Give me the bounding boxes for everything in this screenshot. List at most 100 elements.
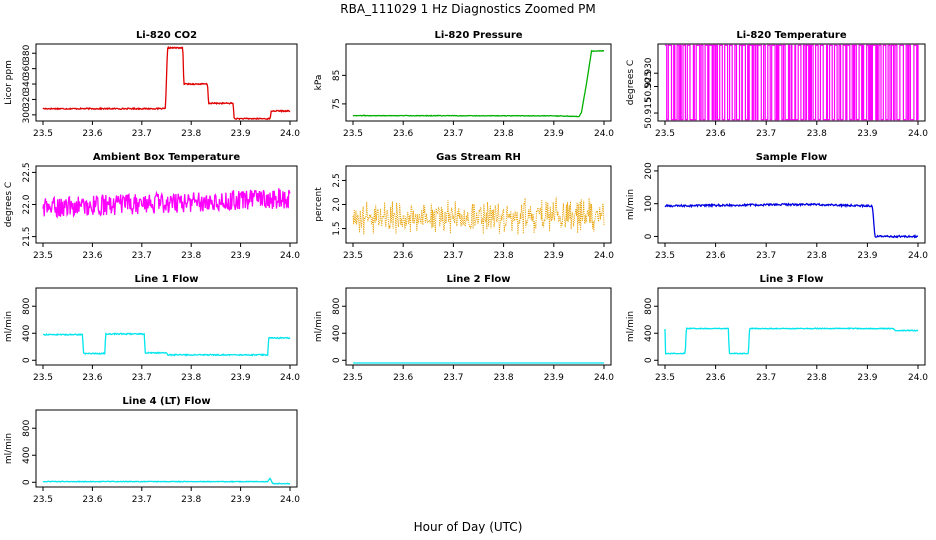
panel-2: Li-820 Pressure kPa 23.5 23.6 23.7 23.8 23.9 24… <box>314 30 614 139</box>
x-tick-label: 23.8 <box>181 373 201 383</box>
y-tick-label: 85 <box>332 70 342 81</box>
panel-7: Line 1 Flow ml/min 23.5 23.6 23.7 23.8 23.9 24.… <box>4 274 300 383</box>
y-tick-label: 380 <box>22 44 32 61</box>
y-tick-label: 800 <box>332 297 342 314</box>
y-tick-label: 0 <box>22 479 32 485</box>
x-tick-label: 24.0 <box>280 129 300 139</box>
y-tick-label: 50.915 <box>644 97 654 129</box>
x-tick-label: 23.6 <box>706 129 726 139</box>
y-tick-label: 22.0 <box>22 194 32 214</box>
x-tick-label: 23.6 <box>82 373 102 383</box>
x-tick-label: 23.9 <box>857 373 877 383</box>
y-tick-label: 320 <box>22 91 32 108</box>
panel-8: Line 2 Flow ml/min 23.5 23.6 23.7 23.8 23.9 24.… <box>314 274 614 383</box>
y-tick-label: 800 <box>22 297 32 314</box>
panel-title: Li-820 Temperature <box>736 30 846 41</box>
x-tick-label: 23.9 <box>231 495 251 505</box>
y-tick-label: 0 <box>644 233 654 239</box>
y-tick-label: 340 <box>22 75 32 92</box>
y-axis-label: ml/min <box>626 311 636 342</box>
panel-1: Li-820 CO2 Licor ppm 23.5 23.6 23.7 23.8 23.9 2… <box>4 30 300 139</box>
x-tick-label: 24.0 <box>594 373 614 383</box>
y-axis-label: ml/min <box>4 311 14 342</box>
x-tick-label: 23.6 <box>82 495 102 505</box>
plot-frame <box>657 165 926 244</box>
x-tick-label: 23.8 <box>181 251 201 261</box>
panel-3: Li-820 Temperature degrees C 23.5 23.6 23.7 2… <box>626 30 928 139</box>
panel-6: Sample Flow ml/min 23.5 23.6 23.7 23.8 23.9 24.… <box>626 152 928 261</box>
y-tick-label: 21.5 <box>22 227 32 247</box>
x-tick-label: 23.6 <box>706 373 726 383</box>
x-tick-label: 23.9 <box>857 251 877 261</box>
x-tick-label: 23.8 <box>494 129 514 139</box>
x-tick-label: 23.5 <box>343 373 363 383</box>
y-tick-label: 800 <box>644 297 654 314</box>
x-tick-label: 24.0 <box>908 251 928 261</box>
x-tick-label: 23.9 <box>231 129 251 139</box>
x-tick-label: 23.9 <box>857 129 877 139</box>
panel-title: Sample Flow <box>756 152 828 163</box>
x-tick-label: 24.0 <box>280 251 300 261</box>
x-tick-label: 23.8 <box>807 129 827 139</box>
x-tick-label: 23.5 <box>33 495 53 505</box>
y-tick-label: 2.5 <box>332 173 342 187</box>
series-line <box>42 332 291 357</box>
y-tick-label: 300 <box>22 106 32 123</box>
x-tick-label: 23.7 <box>443 251 463 261</box>
x-tick-label: 23.7 <box>132 129 152 139</box>
plot-frame <box>345 165 612 244</box>
x-tick-label: 23.5 <box>33 129 53 139</box>
series-line <box>665 44 919 121</box>
plot-frame <box>345 43 612 122</box>
y-tick-label: 75 <box>332 98 342 109</box>
x-tick-label: 23.9 <box>231 251 251 261</box>
series-points <box>352 196 605 235</box>
plot-frame <box>657 43 926 122</box>
x-tick-label: 23.5 <box>343 129 363 139</box>
x-tick-label: 24.0 <box>908 129 928 139</box>
x-tick-label: 23.7 <box>132 495 152 505</box>
series-line <box>664 327 919 355</box>
x-tick-label: 23.6 <box>706 251 726 261</box>
y-axis-label: ml/min <box>626 189 636 220</box>
x-tick-label: 23.8 <box>807 373 827 383</box>
y-tick-label: 400 <box>22 446 32 463</box>
x-tick-label: 23.9 <box>544 129 564 139</box>
series-line <box>352 49 604 118</box>
plot-frame <box>35 409 298 488</box>
y-tick-label: 400 <box>332 324 342 341</box>
x-tick-label: 23.9 <box>544 373 564 383</box>
x-tick-label: 23.9 <box>231 373 251 383</box>
panel-10: Line 4 (LT) Flow ml/min 23.5 23.6 23.7 23.8 23… <box>4 396 300 505</box>
x-tick-label: 23.8 <box>494 251 514 261</box>
x-tick-label: 23.5 <box>655 129 675 139</box>
y-axis-label: percent <box>314 187 324 222</box>
y-axis-label: degrees C <box>626 60 636 105</box>
x-tick-label: 23.7 <box>756 129 776 139</box>
y-tick-label: 0 <box>332 357 342 363</box>
y-tick-label: 360 <box>22 60 32 77</box>
panel-4: Ambient Box Temperature degrees C 23.5 23.6… <box>4 152 300 261</box>
panel-title: Line 3 Flow <box>760 274 824 285</box>
y-tick-label: 200 <box>644 162 654 179</box>
x-tick-label: 23.7 <box>132 251 152 261</box>
x-tick-label: 23.6 <box>393 373 413 383</box>
panel-5: Gas Stream RH percent 23.5 23.6 23.7 23.8 23.9… <box>314 152 614 261</box>
series-line <box>664 202 919 239</box>
panels: Li-820 CO2 Licor ppm 23.5 23.6 23.7 23.8 23.9 2… <box>4 30 928 505</box>
plot-frame <box>35 43 298 122</box>
figure-xlabel: Hour of Day (UTC) <box>414 520 523 534</box>
x-tick-label: 23.5 <box>33 373 53 383</box>
panel-title: Gas Stream RH <box>436 152 521 163</box>
x-tick-label: 23.8 <box>494 373 514 383</box>
panel-title: Line 1 Flow <box>135 274 199 285</box>
x-tick-label: 23.9 <box>544 251 564 261</box>
x-tick-label: 23.7 <box>756 251 776 261</box>
panel-title: Li-820 CO2 <box>136 30 197 41</box>
y-axis-label: degrees C <box>4 182 14 227</box>
x-tick-label: 23.5 <box>343 251 363 261</box>
y-tick-label: 50.925 <box>644 71 654 103</box>
panel-title: Ambient Box Temperature <box>93 152 240 163</box>
plot-frame <box>35 287 298 366</box>
